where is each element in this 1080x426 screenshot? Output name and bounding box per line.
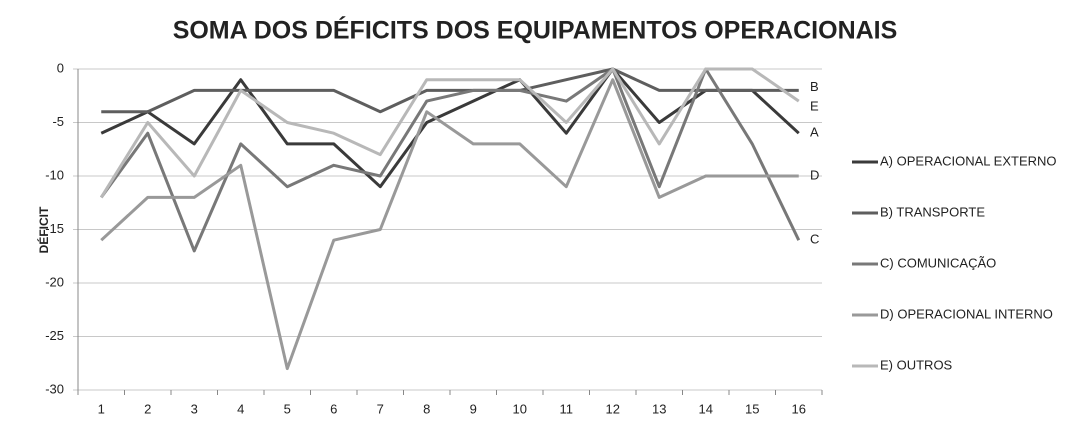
y-axis-label: DÉFICIT <box>36 206 51 253</box>
x-tick-label: 1 <box>98 401 105 416</box>
x-tick-label: 2 <box>144 401 151 416</box>
x-tick-label: 9 <box>470 401 477 416</box>
x-tick-label: 11 <box>560 401 574 416</box>
legend-label: C) COMUNICAÇÃO <box>880 255 996 270</box>
legend-label: A) OPERACIONAL EXTERNO <box>880 153 1057 168</box>
y-tick-label: -5 <box>52 114 64 129</box>
legend-label: E) OUTROS <box>880 357 953 372</box>
x-tick-label: 4 <box>237 401 244 416</box>
x-tick-label: 5 <box>284 401 291 416</box>
end-label: D <box>810 167 819 182</box>
series-line <box>100 67 801 253</box>
series-line <box>99 67 800 199</box>
series-line <box>101 67 799 114</box>
legend-label: D) OPERACIONAL INTERNO <box>880 306 1053 321</box>
end-label: C <box>810 232 819 247</box>
x-tick-label: 15 <box>745 401 759 416</box>
y-tick-label: -25 <box>45 328 64 343</box>
legend-label: B) TRANSPORTE <box>880 204 985 219</box>
y-tick-label: -20 <box>45 274 64 289</box>
x-tick-label: 12 <box>606 401 620 416</box>
x-tick-label: 16 <box>792 401 806 416</box>
chart-title: SOMA DOS DÉFICITS DOS EQUIPAMENTOS OPERA… <box>173 16 898 45</box>
x-tick-label: 13 <box>652 401 666 416</box>
y-tick-label: -15 <box>45 221 64 236</box>
y-tick-label: -30 <box>45 381 64 396</box>
x-tick-label: 7 <box>377 401 384 416</box>
x-tick-label: 14 <box>699 401 713 416</box>
x-tick-label: 6 <box>330 401 337 416</box>
end-label: A <box>810 125 819 140</box>
end-label: E <box>810 99 819 114</box>
end-label: B <box>810 79 819 94</box>
y-tick-label: 0 <box>57 60 64 75</box>
x-tick-label: 3 <box>191 401 198 416</box>
x-tick-label: 8 <box>423 401 430 416</box>
y-tick-label: -10 <box>45 167 64 182</box>
x-tick-label: 10 <box>513 401 527 416</box>
series-line <box>100 78 799 371</box>
